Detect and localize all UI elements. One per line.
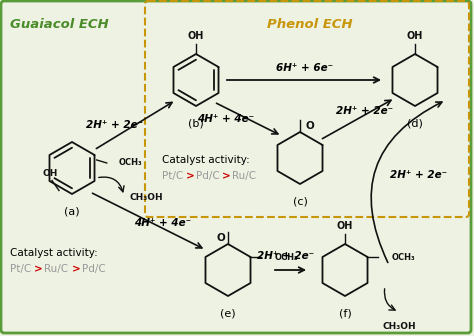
Text: 6H⁺ + 6e⁻: 6H⁺ + 6e⁻ (276, 63, 334, 73)
Text: Catalyst activity:: Catalyst activity: (162, 155, 250, 165)
Text: OCH₃: OCH₃ (392, 252, 415, 261)
Text: 2H⁺ + 2e⁻: 2H⁺ + 2e⁻ (86, 120, 144, 130)
Text: (c): (c) (292, 196, 308, 206)
Text: OCH₃: OCH₃ (118, 159, 142, 167)
Text: Ru/C: Ru/C (44, 264, 72, 274)
Text: Guaiacol ECH: Guaiacol ECH (10, 18, 109, 31)
Text: >: > (34, 264, 46, 274)
Text: (f): (f) (338, 308, 351, 318)
Text: Ru/C: Ru/C (232, 171, 256, 181)
Text: Pt/C: Pt/C (10, 264, 35, 274)
Text: 4H⁺ + 4e⁻: 4H⁺ + 4e⁻ (135, 218, 191, 228)
Text: OH: OH (337, 221, 353, 231)
Text: >: > (222, 171, 234, 181)
Text: 4H⁺ + 4e⁻: 4H⁺ + 4e⁻ (198, 114, 255, 124)
Text: OH: OH (407, 31, 423, 41)
Text: 2H⁺ + 2e⁻: 2H⁺ + 2e⁻ (337, 106, 393, 116)
Text: Catalyst activity:: Catalyst activity: (10, 248, 98, 258)
Text: >: > (72, 264, 84, 274)
Text: OH: OH (42, 169, 58, 177)
Text: >: > (186, 171, 199, 181)
Text: (d): (d) (407, 118, 423, 128)
Text: (a): (a) (64, 206, 80, 216)
Text: (b): (b) (188, 118, 204, 128)
Text: OCH₃: OCH₃ (274, 252, 298, 261)
Text: Pt/C: Pt/C (162, 171, 186, 181)
Text: CH₃OH: CH₃OH (130, 194, 164, 203)
Text: (e): (e) (220, 308, 236, 318)
Text: Pd/C: Pd/C (82, 264, 106, 274)
Text: CH₃OH: CH₃OH (382, 322, 416, 331)
Text: 2H⁺ + 2e⁻: 2H⁺ + 2e⁻ (391, 170, 447, 180)
Text: Pd/C: Pd/C (196, 171, 223, 181)
Text: OH: OH (188, 31, 204, 41)
Text: 2H⁺ + 2e⁻: 2H⁺ + 2e⁻ (257, 251, 315, 261)
Text: O: O (217, 233, 225, 243)
Text: O: O (306, 121, 315, 131)
FancyBboxPatch shape (1, 1, 471, 333)
Text: Phenol ECH: Phenol ECH (267, 18, 353, 31)
